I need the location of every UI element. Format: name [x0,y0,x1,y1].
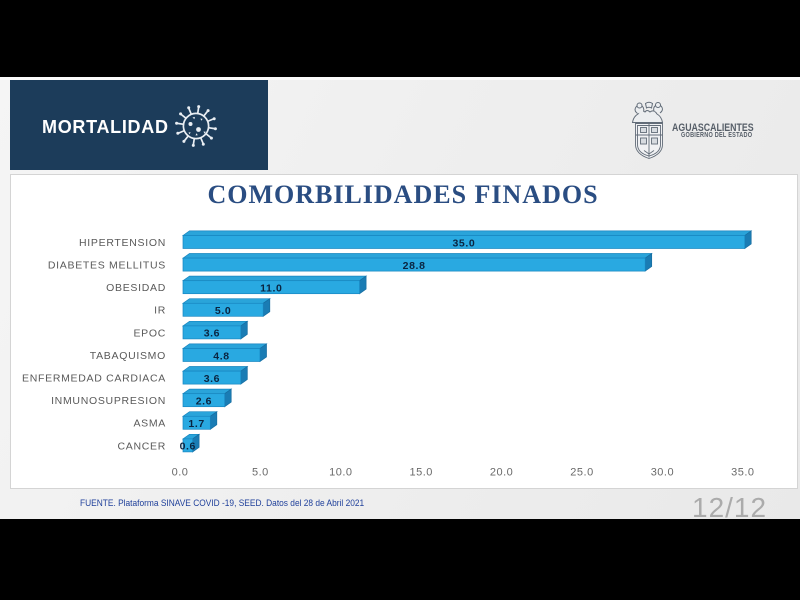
svg-text:0.0: 0.0 [172,467,189,479]
svg-text:5.0: 5.0 [252,467,269,479]
svg-text:CANCER: CANCER [117,440,166,452]
svg-text:10.0: 10.0 [329,467,352,479]
svg-text:OBESIDAD: OBESIDAD [106,282,166,294]
svg-text:EPOC: EPOC [133,327,166,339]
svg-text:ASMA: ASMA [133,418,166,430]
svg-text:2.6: 2.6 [196,396,212,408]
svg-text:11.0: 11.0 [260,283,282,295]
svg-text:IR: IR [154,305,166,317]
svg-text:HIPERTENSION: HIPERTENSION [79,237,166,249]
svg-text:INMUNOSUPRESION: INMUNOSUPRESION [51,395,166,407]
svg-text:5.0: 5.0 [215,305,231,317]
svg-text:DIABETES MELLITUS: DIABETES MELLITUS [48,260,166,272]
svg-text:ENFERMEDAD CARDIACA: ENFERMEDAD CARDIACA [22,373,166,385]
svg-text:1.7: 1.7 [188,418,204,430]
svg-text:0.6: 0.6 [180,441,196,453]
svg-text:20.0: 20.0 [490,467,513,479]
svg-text:28.8: 28.8 [403,260,426,272]
svg-text:3.6: 3.6 [204,328,220,340]
svg-text:35.0: 35.0 [452,237,475,249]
svg-text:25.0: 25.0 [570,467,593,479]
svg-text:TABAQUISMO: TABAQUISMO [90,350,166,362]
svg-text:30.0: 30.0 [651,467,674,479]
svg-text:4.8: 4.8 [213,350,229,362]
svg-text:3.6: 3.6 [204,373,220,385]
svg-text:35.0: 35.0 [731,467,754,479]
svg-text:15.0: 15.0 [409,467,432,479]
